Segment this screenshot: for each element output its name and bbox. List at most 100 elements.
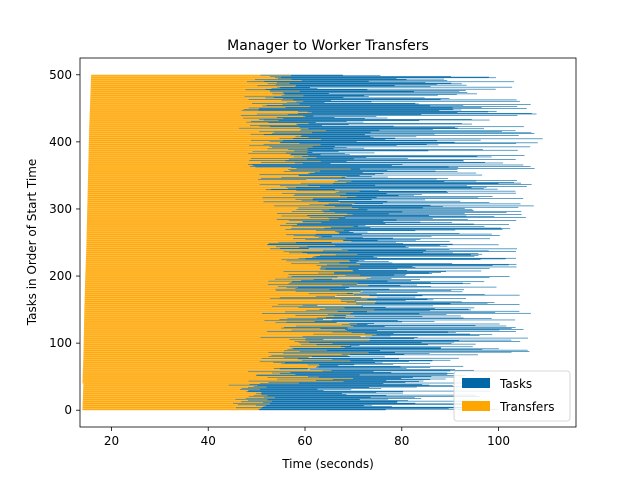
task-bar [316,265,493,266]
task-bar [256,113,537,115]
task-bar [289,339,324,340]
transfer-bar [90,90,300,92]
task-bar [366,278,392,279]
task-bar [286,102,325,103]
task-bar [286,287,350,289]
transfer-bar [90,91,270,93]
transfer-bar [88,176,347,177]
task-bar [228,384,430,386]
task-bar [284,362,383,364]
transfer-bar [89,120,279,122]
transfer-bar [87,209,330,211]
transfer-bar [82,368,280,370]
transfer-bar [86,238,293,240]
transfer-bar [83,336,303,338]
task-bar [352,312,496,313]
task-bar [287,349,483,350]
task-bar [339,262,393,264]
task-bar [341,249,450,250]
task-bar [343,381,419,382]
task-bar [291,210,522,212]
transfer-bar [88,155,303,157]
task-bar [348,249,426,251]
task-bar [286,321,403,323]
transfer-bar [86,244,267,246]
transfer-bar [87,192,336,193]
task-bar [295,123,472,125]
task-bar [319,365,339,366]
y-tick-label: 200 [49,269,72,283]
transfer-bar [88,141,270,142]
transfer-bar [87,188,271,190]
transfer-bar [82,376,308,377]
transfer-bar [90,98,249,100]
transfer-bar [85,265,321,267]
task-bar [283,251,516,252]
transfer-bar [82,380,249,382]
task-bar [338,191,447,193]
task-bar [301,129,433,130]
task-bar [266,331,516,332]
task-bar [350,313,420,315]
task-bar [272,93,477,95]
task-bar [315,296,336,297]
task-bar [268,243,404,244]
task-bar [339,195,399,197]
task-bar [327,349,528,351]
task-bar [283,171,458,172]
task-bar [268,351,512,353]
transfer-bar [83,350,284,352]
task-bar [268,355,350,357]
task-bar [350,261,389,262]
task-bar [328,217,346,219]
task-bar [305,339,512,341]
task-bar [319,255,479,256]
transfer-bar [90,86,278,88]
transfer-bar [83,329,345,330]
transfer-bar [89,123,309,124]
transfer-bar [83,330,347,332]
transfer-bar [84,314,328,315]
task-bar [335,192,448,193]
transfer-bar [87,198,296,200]
task-bar [275,288,390,290]
transfer-bar [83,358,298,360]
transfer-bar [85,259,350,261]
transfer-bar [90,90,270,91]
task-bar [295,198,372,200]
task-bar [273,361,375,363]
transfer-bar [88,142,281,144]
transfer-bar [82,396,249,397]
transfer-bar [87,210,322,211]
task-bar [275,290,452,291]
task-bar [249,384,423,385]
task-bar [248,98,441,100]
transfer-bar [85,285,369,287]
transfer-bar [85,269,321,270]
transfer-bar [84,302,376,304]
transfer-bar [87,186,320,187]
task-bar [345,275,406,276]
transfer-bar [83,349,288,350]
transfer-bar [87,207,299,209]
task-bar [301,280,412,281]
task-bar [287,114,422,115]
task-bar [261,392,377,393]
transfer-bar [82,403,270,405]
transfer-bar [87,183,334,185]
task-bar [362,291,463,293]
task-bar [305,338,415,340]
transfer-bar [83,387,248,389]
x-tick-label: 40 [201,434,216,448]
transfer-bar [90,82,290,84]
transfer-bar [84,325,351,326]
task-bar [281,192,516,194]
transfer-bar [89,113,257,115]
task-bar [307,178,437,180]
transfer-bar [82,372,272,374]
task-bar [307,364,355,366]
transfer-bar [89,125,250,126]
task-bar [243,117,388,119]
task-bar [322,250,489,252]
task-bar [287,318,492,319]
